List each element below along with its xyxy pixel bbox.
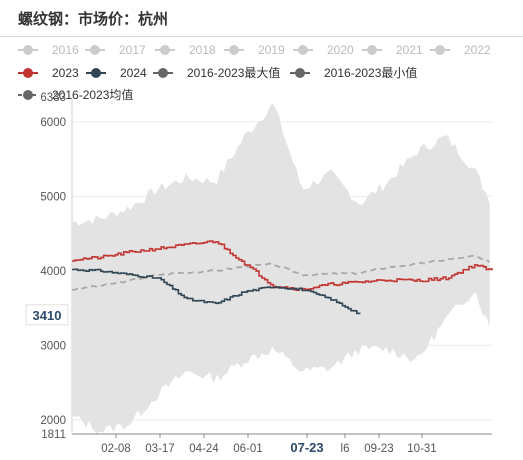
legend-marker-2023[interactable] bbox=[23, 68, 33, 78]
legend-marker-2017[interactable] bbox=[90, 45, 100, 55]
y-tick-label-2000: 2000 bbox=[40, 415, 66, 427]
series-line-2024[interactable] bbox=[72, 268, 361, 315]
x-tick-label-04-24: 04-24 bbox=[189, 443, 219, 455]
legend-label-2016[interactable]: 2016 bbox=[52, 43, 79, 57]
title-divider bbox=[0, 36, 523, 37]
legend-marker-2016-2023最大值[interactable] bbox=[158, 68, 168, 78]
legend-marker-2024[interactable] bbox=[91, 68, 101, 78]
x-tick-label-09-23: 09-23 bbox=[364, 443, 393, 455]
legend-label-2021[interactable]: 2021 bbox=[396, 43, 423, 57]
legend-label-2019[interactable]: 2019 bbox=[258, 43, 285, 57]
range-band-max-min bbox=[72, 102, 490, 434]
legend-marker-2020[interactable] bbox=[298, 45, 308, 55]
legend-label-2017[interactable]: 2017 bbox=[119, 43, 146, 57]
y-tick-label-1811: 1811 bbox=[41, 429, 66, 441]
chart-title: 螺纹钢：市场价：杭州 bbox=[18, 10, 169, 28]
x-tick-label-02-08: 02-08 bbox=[101, 443, 130, 455]
legend-label-2018[interactable]: 2018 bbox=[189, 43, 216, 57]
legend-marker-2016-2023均值[interactable] bbox=[23, 90, 33, 100]
legend-marker-2022[interactable] bbox=[435, 45, 445, 55]
y-tick-label-6000: 6000 bbox=[40, 117, 66, 129]
x-tick-label-10-31: 10-31 bbox=[407, 443, 436, 455]
legend-label-2016-2023最小值[interactable]: 2016-2023最小值 bbox=[324, 65, 417, 80]
y-tick-label-5000: 5000 bbox=[40, 191, 66, 203]
legend-marker-2016[interactable] bbox=[23, 45, 33, 55]
legend-marker-2018[interactable] bbox=[160, 45, 170, 55]
legend-label-2022[interactable]: 2022 bbox=[464, 43, 491, 57]
series-line-avg[interactable] bbox=[71, 254, 491, 291]
y-tick-label-6333: 6333 bbox=[40, 92, 66, 104]
y-pointer-label: 3410 bbox=[33, 308, 62, 323]
legend-label-2023[interactable]: 2023 bbox=[52, 66, 79, 80]
y-pointer-box bbox=[25, 304, 69, 326]
legend-marker-2016-2023最小值[interactable] bbox=[295, 68, 305, 78]
x-tick-label-l6: l6 bbox=[341, 443, 350, 455]
x-tick-label-07-23: 07-23 bbox=[290, 440, 323, 455]
y-tick-label-3000: 3000 bbox=[40, 340, 66, 352]
legend-label-2024[interactable]: 2024 bbox=[120, 66, 147, 80]
y-tick-label-4000: 4000 bbox=[40, 266, 66, 278]
legend-marker-2021[interactable] bbox=[367, 45, 377, 55]
x-tick-label-06-01: 06-01 bbox=[233, 443, 262, 455]
legend-label-2016-2023最大值[interactable]: 2016-2023最大值 bbox=[187, 65, 280, 80]
x-tick-label-03-17: 03-17 bbox=[145, 443, 174, 455]
legend-label-2020[interactable]: 2020 bbox=[327, 43, 354, 57]
legend-marker-2019[interactable] bbox=[229, 45, 239, 55]
